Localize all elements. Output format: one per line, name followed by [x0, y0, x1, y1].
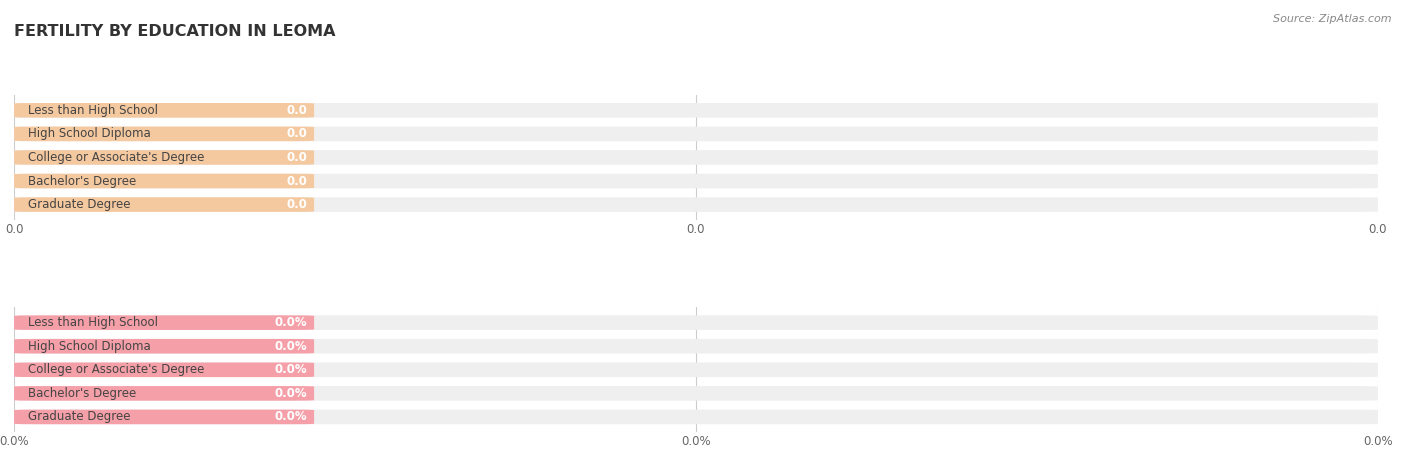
- Text: Less than High School: Less than High School: [28, 104, 157, 117]
- Text: 0.0%: 0.0%: [274, 340, 308, 353]
- FancyBboxPatch shape: [14, 126, 314, 141]
- FancyBboxPatch shape: [14, 409, 1378, 424]
- FancyBboxPatch shape: [14, 150, 314, 165]
- Text: College or Associate's Degree: College or Associate's Degree: [28, 151, 204, 164]
- Text: High School Diploma: High School Diploma: [28, 127, 150, 141]
- Text: Less than High School: Less than High School: [28, 316, 157, 329]
- FancyBboxPatch shape: [14, 315, 1378, 330]
- FancyBboxPatch shape: [14, 126, 1378, 141]
- Text: Graduate Degree: Graduate Degree: [28, 198, 131, 211]
- FancyBboxPatch shape: [14, 174, 1378, 188]
- Text: 0.0: 0.0: [287, 198, 308, 211]
- Text: 0.0%: 0.0%: [274, 410, 308, 423]
- Text: FERTILITY BY EDUCATION IN LEOMA: FERTILITY BY EDUCATION IN LEOMA: [14, 24, 336, 39]
- Text: 0.0%: 0.0%: [274, 316, 308, 329]
- FancyBboxPatch shape: [14, 339, 314, 353]
- Text: College or Associate's Degree: College or Associate's Degree: [28, 363, 204, 376]
- Text: High School Diploma: High School Diploma: [28, 340, 150, 353]
- FancyBboxPatch shape: [14, 409, 314, 424]
- Text: 0.0: 0.0: [287, 127, 308, 141]
- Text: 0.0: 0.0: [287, 104, 308, 117]
- FancyBboxPatch shape: [14, 174, 314, 188]
- Text: Bachelor's Degree: Bachelor's Degree: [28, 174, 136, 188]
- FancyBboxPatch shape: [14, 150, 1378, 165]
- Text: Bachelor's Degree: Bachelor's Degree: [28, 387, 136, 400]
- FancyBboxPatch shape: [14, 362, 314, 377]
- FancyBboxPatch shape: [14, 315, 314, 330]
- FancyBboxPatch shape: [14, 362, 1378, 377]
- FancyBboxPatch shape: [14, 103, 314, 118]
- Text: 0.0: 0.0: [287, 174, 308, 188]
- FancyBboxPatch shape: [14, 386, 314, 401]
- Text: Graduate Degree: Graduate Degree: [28, 410, 131, 423]
- FancyBboxPatch shape: [14, 197, 314, 212]
- Text: 0.0%: 0.0%: [274, 363, 308, 376]
- Text: 0.0%: 0.0%: [274, 387, 308, 400]
- Text: 0.0: 0.0: [287, 151, 308, 164]
- FancyBboxPatch shape: [14, 386, 1378, 401]
- FancyBboxPatch shape: [14, 103, 1378, 118]
- FancyBboxPatch shape: [14, 339, 1378, 353]
- FancyBboxPatch shape: [14, 197, 1378, 212]
- Text: Source: ZipAtlas.com: Source: ZipAtlas.com: [1274, 14, 1392, 24]
